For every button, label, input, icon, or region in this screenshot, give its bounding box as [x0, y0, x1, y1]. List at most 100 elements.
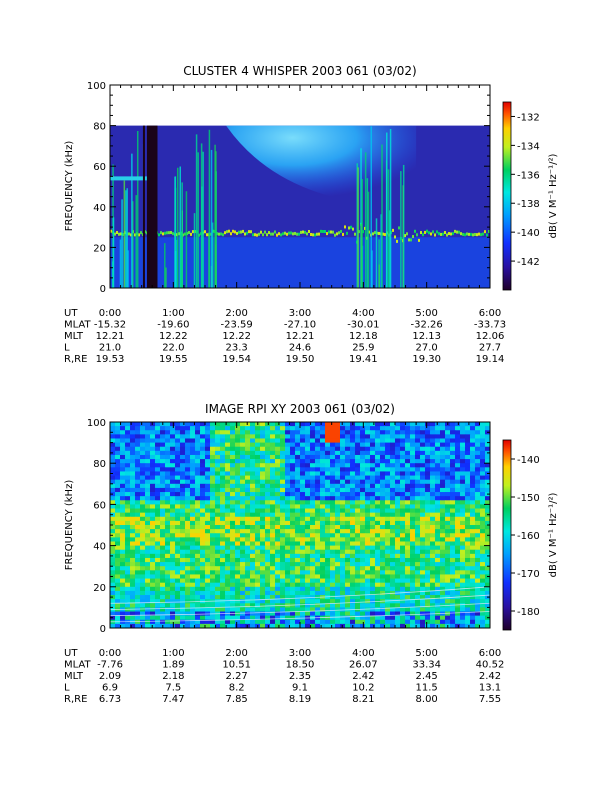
heat-cell [130, 463, 136, 468]
heat-cell [190, 446, 196, 452]
heat-cell [180, 619, 186, 625]
heat-cell [465, 430, 471, 435]
heat-cell [260, 582, 266, 588]
heat-cell [335, 459, 341, 464]
heat-cell [310, 545, 316, 551]
heat-cell [150, 545, 156, 551]
heat-cell [315, 566, 321, 571]
heat-cell [260, 508, 266, 514]
heat-cell [270, 545, 276, 551]
heat-cell [430, 615, 436, 621]
heat-cell [350, 487, 356, 493]
heat-cell [185, 442, 191, 448]
heat-cell [145, 623, 151, 628]
band-segment [176, 233, 178, 237]
heat-cell [335, 529, 341, 534]
heat-cell [140, 553, 146, 559]
heat-cell [115, 549, 121, 555]
heat-cell [160, 504, 166, 509]
heat-cell [455, 459, 461, 464]
heat-cell [410, 459, 416, 464]
heat-cell [335, 487, 341, 493]
heat-cell [110, 500, 116, 505]
heat-cell [340, 442, 346, 448]
heat-cell [125, 500, 131, 505]
heat-cell [485, 504, 490, 509]
heat-cell [205, 562, 211, 567]
heat-cell [215, 549, 221, 555]
heat-cell [420, 611, 426, 617]
heat-cell [480, 586, 486, 592]
heat-cell [145, 570, 151, 575]
heat-cell [340, 430, 346, 435]
heat-cell [255, 549, 261, 555]
heat-cell [305, 475, 311, 481]
heat-cell [380, 607, 386, 612]
heat-cell [325, 450, 331, 456]
heat-cell [185, 541, 191, 546]
heat-cell [290, 549, 296, 555]
heat-cell [205, 545, 211, 551]
heat-cell [400, 450, 406, 456]
heat-cell [275, 611, 281, 617]
heat-cell [220, 496, 226, 501]
heat-cell [345, 516, 351, 522]
heat-cell [275, 442, 281, 448]
heat-cell [450, 607, 456, 612]
heat-cell [345, 471, 351, 476]
heat-cell [185, 492, 191, 497]
heat-cell [405, 508, 411, 514]
heat-cell [180, 529, 186, 534]
heat-cell [185, 553, 191, 559]
heat-cell [395, 438, 401, 443]
heat-cell [205, 566, 211, 571]
heat-cell [470, 434, 476, 439]
heat-cell [110, 586, 116, 592]
heat-cell [235, 496, 241, 501]
heat-cell [440, 537, 446, 542]
heat-cell [265, 574, 271, 579]
heat-cell [165, 492, 171, 497]
heat-cell [175, 553, 181, 559]
heat-cell [400, 454, 406, 460]
heat-cell [415, 623, 421, 628]
heat-cell [190, 450, 196, 456]
heat-cell [285, 562, 291, 567]
heat-cell [470, 430, 476, 435]
heat-cell [135, 525, 141, 530]
heat-cell [375, 467, 381, 472]
heat-cell [305, 516, 311, 522]
heat-cell [250, 590, 256, 596]
heat-cell [255, 446, 261, 452]
heat-cell [440, 483, 446, 489]
heat-cell [435, 500, 441, 505]
heat-cell [215, 508, 221, 514]
heat-cell [205, 450, 211, 456]
heat-cell [235, 483, 241, 489]
ephemeris-row-label: L [64, 683, 70, 694]
y-tick-label: 40 [93, 542, 106, 553]
heat-cell [290, 611, 296, 617]
heat-cell [420, 422, 426, 427]
heat-cell [345, 426, 351, 431]
heat-cell [125, 545, 131, 551]
heat-cell [370, 570, 376, 575]
heat-cell [375, 566, 381, 571]
heat-cell [185, 590, 191, 596]
heat-cell [465, 434, 471, 439]
heat-cell [480, 570, 486, 575]
heat-cell [310, 483, 316, 489]
heat-cell [210, 607, 216, 612]
heat-cell [375, 541, 381, 546]
heat-cell [285, 599, 291, 604]
heat-cell [455, 516, 461, 522]
heat-cell [145, 578, 151, 584]
heat-cell [370, 467, 376, 472]
heat-cell [115, 599, 121, 604]
heat-cell [385, 570, 391, 575]
heat-cell [220, 500, 226, 505]
heat-cell [135, 619, 141, 625]
heat-cell [350, 570, 356, 575]
heat-cell [245, 459, 251, 464]
heat-cell [215, 459, 221, 464]
